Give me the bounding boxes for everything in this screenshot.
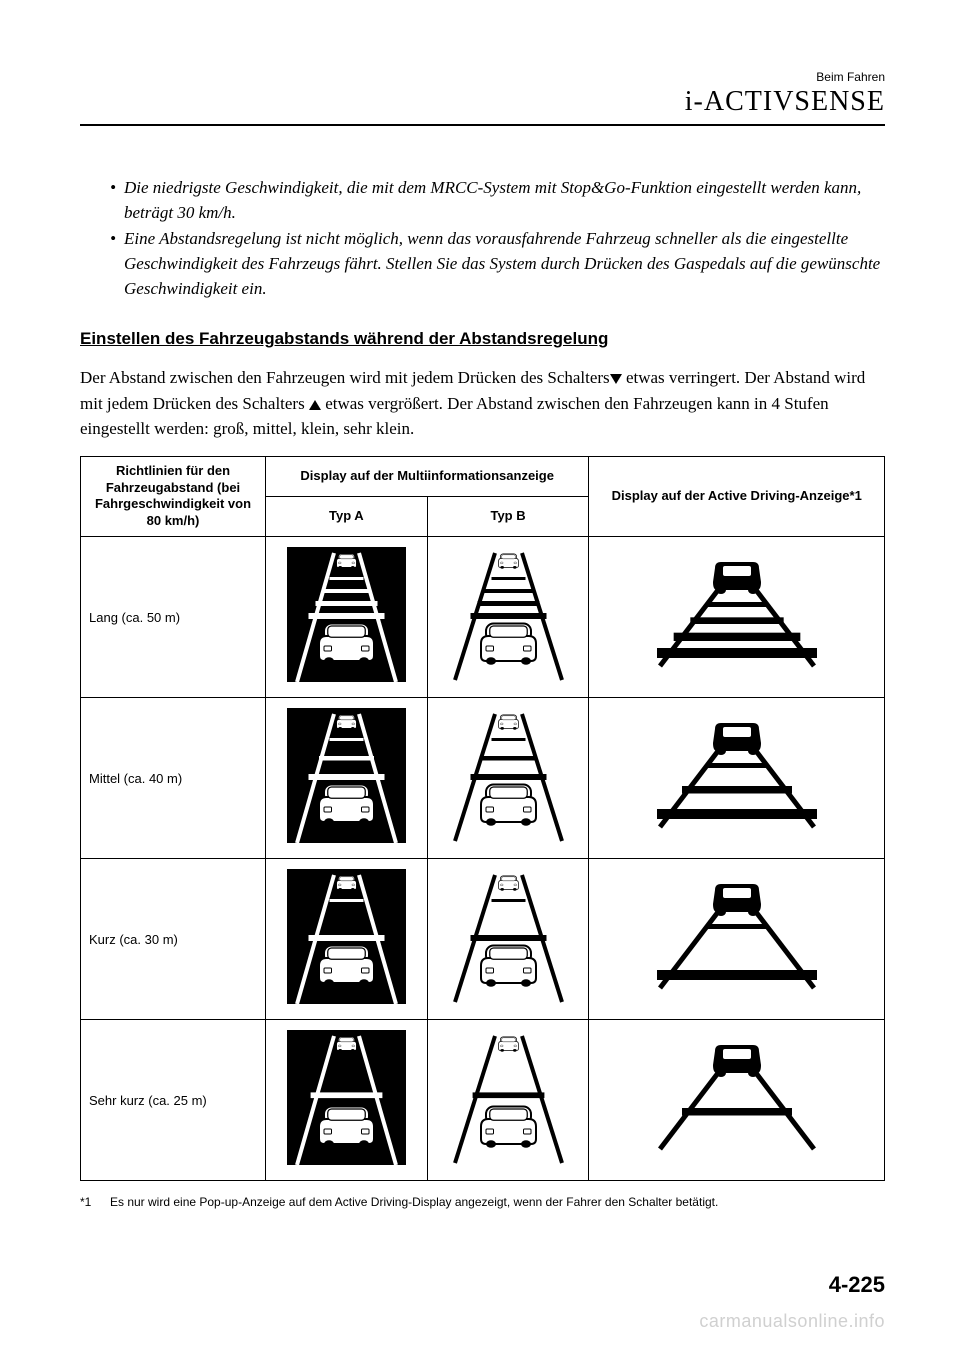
bullet-list: • Die niedrigste Geschwindigkeit, die mi… [110, 176, 885, 301]
page-header: Beim Fahren i-ACTIVSENSE [80, 70, 885, 126]
cell-type-a [266, 537, 428, 698]
cell-active-display [589, 537, 885, 698]
footnote-text: Es nur wird eine Pop-up-Anzeige auf dem … [110, 1195, 718, 1211]
footnote: *1 Es nur wird eine Pop-up-Anzeige auf d… [80, 1195, 885, 1211]
bullet-text: Eine Abstandsregelung ist nicht möglich,… [124, 227, 885, 301]
footnote-mark: *1 [80, 1195, 110, 1211]
bullet-item: • Die niedrigste Geschwindigkeit, die mi… [110, 176, 885, 225]
cell-active-display [589, 698, 885, 859]
bullet-marker: • [110, 176, 124, 225]
content-area: • Die niedrigste Geschwindigkeit, die mi… [80, 176, 885, 1211]
cell-type-a [266, 698, 428, 859]
header-section: Beim Fahren [80, 70, 885, 84]
cell-type-b [427, 859, 589, 1020]
cell-type-b [427, 698, 589, 859]
table-row: Lang (ca. 50 m) [81, 537, 885, 698]
col-header-multi: Display auf der Multiinformationsanzeige [266, 456, 589, 496]
bullet-item: • Eine Abstandsregelung ist nicht möglic… [110, 227, 885, 301]
header-rule [80, 124, 885, 126]
cell-type-b [427, 537, 589, 698]
bullet-marker: • [110, 227, 124, 301]
header-title: i-ACTIVSENSE [80, 86, 885, 118]
page-number: 4-225 [829, 1272, 885, 1298]
bullet-text: Die niedrigste Geschwindigkeit, die mit … [124, 176, 885, 225]
table-row: Sehr kurz (ca. 25 m) [81, 1020, 885, 1181]
cell-type-a [266, 859, 428, 1020]
watermark: carmanualsonline.info [699, 1311, 885, 1332]
table-row: Mittel (ca. 40 m) [81, 698, 885, 859]
row-label: Sehr kurz (ca. 25 m) [81, 1020, 266, 1181]
cell-type-b [427, 1020, 589, 1181]
subheading: Einstellen des Fahrzeugabstands während … [80, 329, 885, 349]
cell-active-display [589, 859, 885, 1020]
col-header-active: Display auf der Active Driving-Anzeige*1 [589, 456, 885, 537]
row-label: Mittel (ca. 40 m) [81, 698, 266, 859]
paragraph: Der Abstand zwischen den Fahrzeugen wird… [80, 365, 885, 442]
col-header-type-b: Typ B [427, 496, 589, 536]
col-header-type-a: Typ A [266, 496, 428, 536]
row-label: Lang (ca. 50 m) [81, 537, 266, 698]
cell-type-a [266, 1020, 428, 1181]
cell-active-display [589, 1020, 885, 1181]
row-label: Kurz (ca. 30 m) [81, 859, 266, 1020]
distance-table: Richtlinien für den Fahrzeugabstand (bei… [80, 456, 885, 1182]
para-text: Der Abstand zwischen den Fahrzeugen wird… [80, 368, 610, 387]
triangle-down-icon [610, 374, 622, 384]
triangle-up-icon [309, 400, 321, 410]
col-header-guidelines: Richtlinien für den Fahrzeugabstand (bei… [81, 456, 266, 537]
table-row: Kurz (ca. 30 m) [81, 859, 885, 1020]
